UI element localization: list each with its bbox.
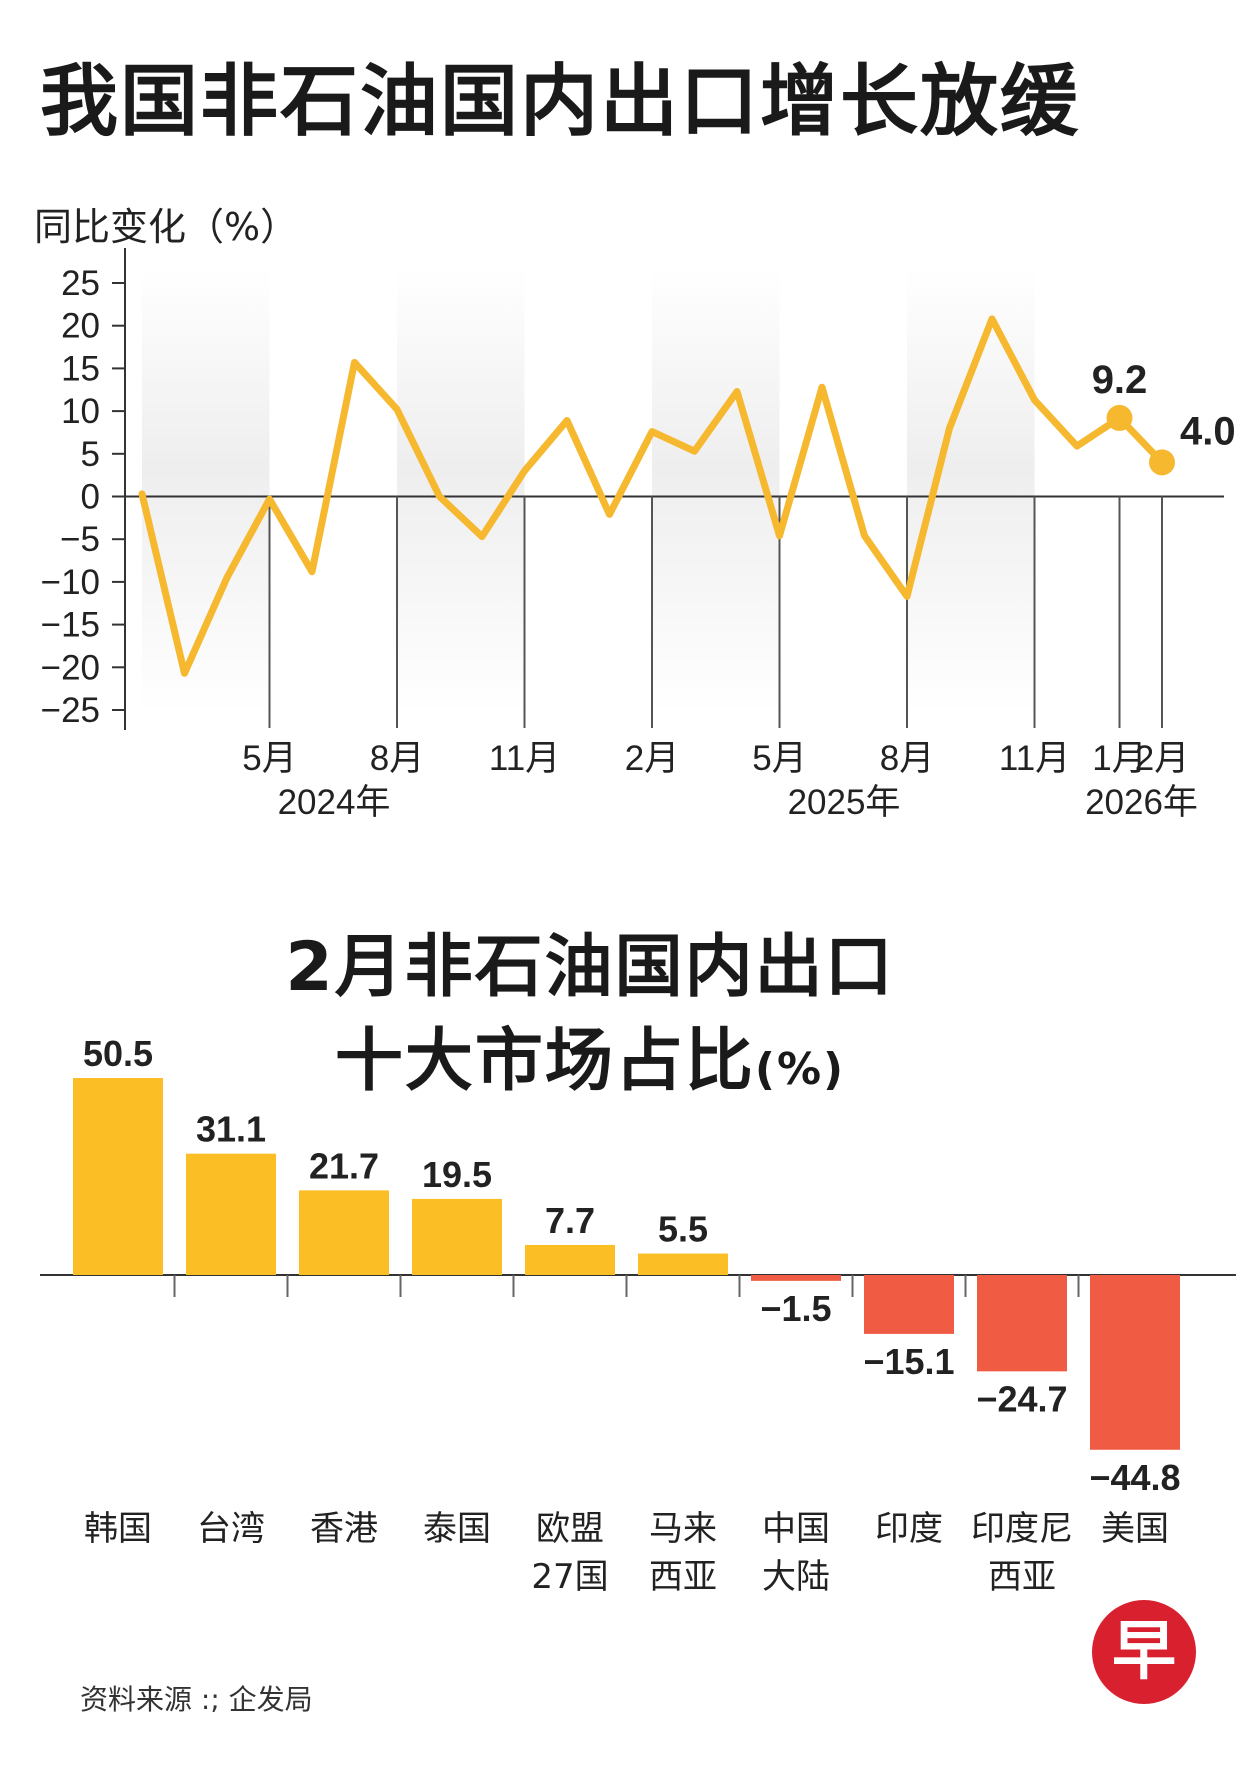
bar-value-label: −44.8 (1089, 1457, 1180, 1498)
y-tick-label: −25 (41, 691, 100, 730)
x-tick-label: 5月 (752, 739, 806, 778)
x-tick-label: 11月 (999, 739, 1070, 778)
category-label: 印度 (875, 1509, 943, 1549)
y-tick-label: 0 (81, 478, 100, 517)
zaobao-logo: 早 (1092, 1600, 1196, 1704)
bar (73, 1078, 163, 1275)
category-label: 马来 (649, 1509, 717, 1549)
y-tick-label: 15 (61, 349, 100, 388)
category-label: 27国 (531, 1557, 608, 1597)
bar (864, 1275, 954, 1334)
x-tick-label: 11月 (489, 739, 560, 778)
x-tick-label: 8月 (880, 739, 934, 778)
bar (186, 1153, 276, 1275)
year-label: 2026年 (1085, 783, 1198, 820)
bar (1090, 1275, 1180, 1450)
category-label: 美国 (1101, 1509, 1169, 1549)
bar-value-label: 21.7 (309, 1145, 379, 1186)
main-title: 我国非石油国内出口增长放缓 (39, 57, 1080, 147)
y-axis-label: 同比变化（%） (34, 205, 299, 249)
point-label: 9.2 (1092, 358, 1148, 402)
y-tick-label: 10 (61, 392, 100, 431)
y-tick-label: 20 (61, 307, 100, 346)
source-note: 资料来源 :; 企发局 (80, 1683, 313, 1716)
category-label: 印度尼 (971, 1509, 1073, 1549)
category-label: 大陆 (762, 1557, 830, 1597)
year-label: 2024年 (278, 783, 391, 820)
category-label: 韩国 (84, 1509, 152, 1549)
category-label: 西亚 (988, 1557, 1056, 1597)
bar (412, 1198, 502, 1275)
point-label: 4.0 (1180, 409, 1236, 453)
series-line (138, 315, 1166, 677)
highlight-point (1149, 449, 1175, 476)
year-label: 2025年 (788, 783, 901, 820)
bar-value-label: 50.5 (83, 1033, 153, 1074)
category-label: 中国 (762, 1509, 830, 1549)
bar-value-label: −24.7 (976, 1378, 1067, 1419)
bar-title-text: 十大市场占比 (334, 1022, 755, 1101)
x-tick-label: 5月 (242, 739, 296, 778)
bar (299, 1190, 389, 1275)
bar (525, 1244, 615, 1275)
y-tick-label: −15 (41, 606, 100, 645)
y-tick-label: 5 (81, 435, 100, 474)
highlight-point (1106, 404, 1133, 431)
category-label: 西亚 (649, 1557, 717, 1597)
bar (751, 1275, 841, 1281)
bar (638, 1253, 728, 1275)
x-tick-label: 2月 (625, 739, 679, 778)
category-label: 香港 (310, 1509, 378, 1549)
x-tick-label: 8月 (370, 739, 424, 778)
category-label: 欧盟 (536, 1509, 604, 1549)
category-label: 台湾 (197, 1509, 265, 1549)
bar-title-line2: 十大市场占比(%) (180, 1017, 1000, 1115)
bar (977, 1275, 1067, 1372)
category-label: 泰国 (423, 1509, 491, 1549)
bar-value-label: −15.1 (863, 1341, 954, 1382)
bar-value-label: −1.5 (760, 1288, 831, 1329)
y-tick-label: −5 (60, 520, 100, 559)
bar-value-label: 19.5 (422, 1154, 492, 1195)
bar-value-label: 5.5 (658, 1209, 708, 1250)
shaded-band (142, 268, 270, 713)
bar-title-line1: 2月非石油国内出口 (285, 928, 895, 1007)
y-tick-label: 25 (61, 264, 100, 303)
y-tick-label: −10 (41, 563, 100, 602)
x-tick-label: 1月 (1092, 739, 1146, 778)
x-tick-label: 2月 (1135, 739, 1189, 778)
bar-value-label: 31.1 (196, 1109, 266, 1150)
shaded-band (397, 268, 525, 713)
shaded-band (907, 268, 1035, 713)
bar-value-label: 7.7 (545, 1200, 595, 1241)
y-tick-label: −20 (41, 648, 100, 687)
bar-title-unit: (%) (754, 1044, 846, 1095)
shaded-band (652, 268, 780, 713)
